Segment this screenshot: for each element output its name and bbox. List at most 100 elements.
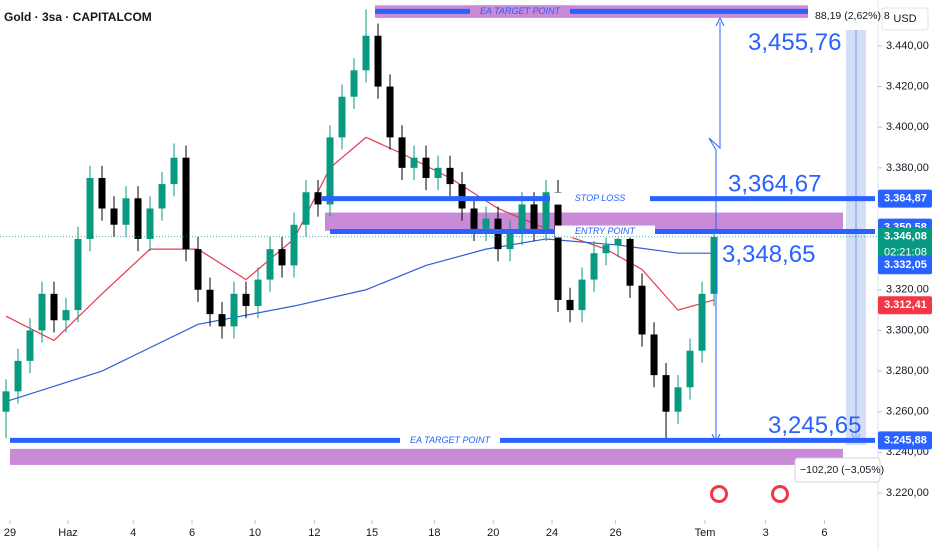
price-tag-time: 02:21:08 xyxy=(884,247,927,259)
candle-body xyxy=(398,137,406,168)
candle-body xyxy=(446,167,454,185)
candle-body xyxy=(98,178,106,209)
plot xyxy=(2,5,843,465)
candle-body xyxy=(170,157,178,185)
candle-body xyxy=(218,314,226,327)
x-tick-label: 4 xyxy=(130,527,136,539)
price-tag-label: 3.245,88 xyxy=(884,434,927,446)
candle-body xyxy=(278,249,286,266)
candle-body xyxy=(86,178,94,239)
candle-body xyxy=(290,224,298,266)
target-label: 3,455,76 xyxy=(748,29,841,56)
candle-body xyxy=(410,157,418,168)
candle-body xyxy=(698,293,706,351)
price-tag xyxy=(878,296,932,315)
y-tick-label: 3.380,00 xyxy=(886,162,929,174)
candle-body xyxy=(230,293,238,327)
y-tick-label: 3.400,00 xyxy=(886,121,929,133)
candle-body xyxy=(422,157,430,179)
candle-body xyxy=(566,299,574,311)
event-icon xyxy=(713,488,725,500)
x-tick-label: 20 xyxy=(487,527,499,539)
y-tick-label: 3.440,00 xyxy=(886,40,929,52)
candle-body xyxy=(530,204,538,229)
price-tag-label: 3.332,05 xyxy=(884,259,927,271)
x-tick-label: 10 xyxy=(249,527,261,539)
level-label-bg xyxy=(400,434,500,447)
level-label-bg xyxy=(555,225,655,238)
price-tag-label: 3.346,08 xyxy=(884,231,927,243)
level-label: EA TARGET POINT xyxy=(480,6,562,16)
candle-body xyxy=(62,310,70,321)
candle-body xyxy=(50,293,58,321)
price-tag xyxy=(878,256,932,275)
candle-body xyxy=(158,184,166,209)
candle-body xyxy=(326,137,334,205)
x-tick-label: 26 xyxy=(610,527,622,539)
measure-label: −102,20 (−3,05%) xyxy=(800,464,884,476)
x-tick-label: 12 xyxy=(308,527,320,539)
candle-body xyxy=(194,249,202,290)
candle-body xyxy=(542,192,550,229)
price-tag-label: 3.312,41 xyxy=(884,299,927,311)
candle-body xyxy=(338,96,346,138)
up-arrow xyxy=(708,22,721,232)
candle-body xyxy=(518,204,526,233)
candle-body xyxy=(638,285,646,335)
zone xyxy=(10,448,843,465)
candle-body xyxy=(482,218,490,229)
level-label: EA TARGET POINT xyxy=(410,435,492,445)
price-tag xyxy=(878,227,932,262)
level-label-bg xyxy=(550,192,650,205)
candle-body xyxy=(302,192,310,225)
candle-body xyxy=(662,375,670,412)
x-tick-label: 3 xyxy=(763,527,769,539)
price-tag xyxy=(878,189,932,208)
x-tick-label: Tem xyxy=(695,527,716,539)
currency-box xyxy=(881,7,929,31)
candle-body xyxy=(14,360,22,392)
candle-body xyxy=(122,198,130,225)
candle-body xyxy=(374,35,382,87)
target-label: 3,364,67 xyxy=(728,170,821,197)
candle-body xyxy=(710,236,718,294)
y-tick-label: 3.280,00 xyxy=(886,365,929,377)
candle-body xyxy=(686,350,694,388)
y-tick-label: 3.320,00 xyxy=(886,284,929,296)
x-tick-label: 24 xyxy=(546,527,558,539)
currency: USD xyxy=(893,13,916,25)
level-label-bg xyxy=(470,5,570,18)
candle-body xyxy=(182,157,190,250)
candle-body xyxy=(38,293,46,331)
arrow-head xyxy=(715,17,725,27)
target-label: 3,348,65 xyxy=(722,241,815,268)
event-icon xyxy=(774,488,786,500)
measure-label: 88,19 (2,62%) 8 xyxy=(815,10,890,22)
candle-body xyxy=(362,35,370,71)
candle-body xyxy=(242,293,250,307)
x-tick-label: 29 xyxy=(4,527,16,539)
y-tick-label: 3.300,00 xyxy=(886,324,929,336)
y-tick-label: 3.420,00 xyxy=(886,80,929,92)
x-tick-label: 15 xyxy=(366,527,378,539)
y-tick-label: 3.220,00 xyxy=(886,487,929,499)
candle-body xyxy=(674,387,682,412)
x-tick-label: 18 xyxy=(428,527,440,539)
price-tag-label: 3.364,87 xyxy=(884,192,927,204)
x-tick-label: 6 xyxy=(821,527,827,539)
x-tick-label: Haz xyxy=(58,527,78,539)
x-tick-label: 6 xyxy=(189,527,195,539)
candle-body xyxy=(578,279,586,311)
candle-body xyxy=(266,249,274,280)
candle-body xyxy=(554,192,562,300)
candle-body xyxy=(110,208,118,225)
candle-body xyxy=(626,238,634,286)
candle-body xyxy=(146,208,154,239)
candle-body xyxy=(2,391,10,412)
candle-body xyxy=(470,208,478,229)
candle-body xyxy=(350,70,358,97)
candle-body xyxy=(74,238,82,311)
measure-box xyxy=(810,6,878,26)
candle-body xyxy=(434,167,442,179)
